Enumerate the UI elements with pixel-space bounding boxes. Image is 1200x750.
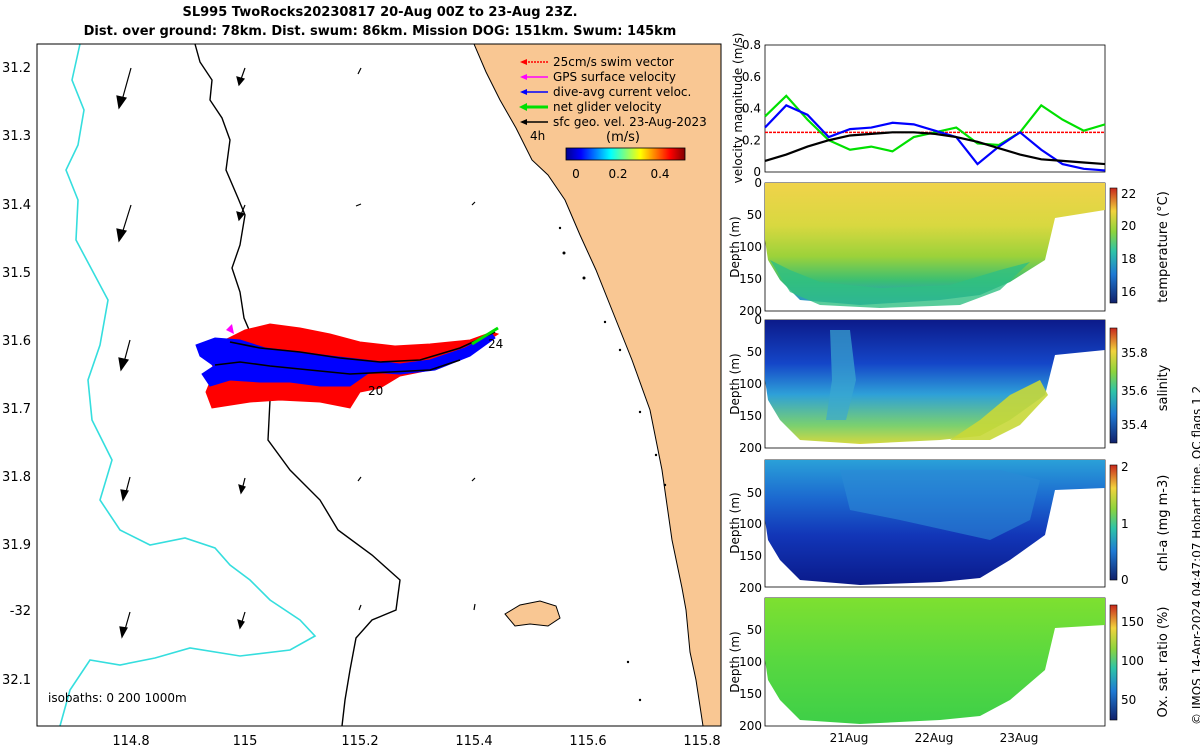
svg-text:25cm/s swim vector: 25cm/s swim vector	[553, 55, 674, 69]
chlorophyll-panel: 50 100 150 200 Depth (m) 0 1 2 chl-a (mg…	[728, 459, 1171, 595]
svg-text:114.8: 114.8	[112, 734, 149, 749]
svg-text:50: 50	[1121, 693, 1136, 707]
temperature-section	[765, 183, 1105, 305]
svg-text:31.2: 31.2	[2, 61, 31, 76]
svg-text:31.3: 31.3	[2, 129, 31, 144]
legend-geo-velocity: sfc geo. vel. 23-Aug-2023	[520, 115, 707, 129]
oxygen-cbar-ticks: 50 100 150	[1121, 615, 1144, 707]
chlorophyll-section	[765, 460, 1105, 585]
svg-text:21Aug: 21Aug	[830, 731, 869, 745]
chlorophyll-cbar-ticks: 0 1 2	[1121, 460, 1129, 587]
legend-current-velocity: dive-avg current veloc.	[520, 85, 691, 99]
latitude-ticks: 31.2 31.3 31.4 31.5 31.6 31.7 31.8 31.9 …	[2, 61, 31, 688]
time-axis-ticks: 21Aug 22Aug 23Aug	[830, 731, 1039, 745]
svg-text:115: 115	[233, 734, 258, 749]
legend-gps-velocity: GPS surface velocity	[520, 70, 676, 84]
salinity-panel: 0 50 100 150 200 Depth (m) 35.4 35.6 35.…	[728, 313, 1171, 455]
svg-text:0.2: 0.2	[608, 167, 627, 181]
day-label-20: 20	[368, 384, 383, 398]
svg-text:35.8: 35.8	[1121, 346, 1148, 360]
velocity-series-line	[764, 131, 1106, 166]
land-mass	[473, 44, 721, 726]
interval-label: 4h	[530, 129, 545, 143]
velocity-series-line	[764, 104, 1106, 172]
velocity-panel: 00.20.40.60.8 velocity magnitude (m/s)	[731, 33, 1106, 183]
svg-text:31.6: 31.6	[2, 334, 31, 349]
svg-text:chl-a (mg m-3): chl-a (mg m-3)	[1156, 475, 1171, 572]
svg-text:dive-avg current veloc.: dive-avg current veloc.	[553, 85, 691, 99]
figure-title-line2: Dist. over ground: 78km. Dist. swum: 86k…	[83, 24, 677, 39]
svg-text:2: 2	[1121, 460, 1129, 474]
svg-text:31.4: 31.4	[2, 198, 31, 213]
map-frame	[36, 43, 722, 727]
svg-text:Ox. sat. ratio (%): Ox. sat. ratio (%)	[1156, 607, 1171, 718]
provenance-note: © IMOS 14-Apr-2024 04:47:07 Hobart time.…	[1190, 386, 1200, 725]
svg-text:0: 0	[572, 167, 580, 181]
svg-text:22Aug: 22Aug	[915, 731, 954, 745]
legend-net-velocity: net glider velocity	[519, 100, 661, 114]
svg-text:0.4: 0.4	[650, 167, 669, 181]
legend-swim-vector: 25cm/s swim vector	[520, 55, 674, 69]
svg-text:GPS surface velocity: GPS surface velocity	[553, 70, 676, 84]
speed-colorbar: 0 0.2 0.4	[565, 147, 686, 181]
svg-text:31.5: 31.5	[2, 266, 31, 281]
svg-text:115.6: 115.6	[569, 734, 606, 749]
svg-text:115.4: 115.4	[455, 734, 492, 749]
salinity-cbar-ticks: 35.4 35.6 35.8	[1121, 346, 1148, 432]
svg-text:16: 16	[1121, 285, 1136, 299]
figure-title-line1: SL995 TwoRocks20230817 20-Aug 00Z to 23-…	[182, 5, 578, 20]
salinity-section	[765, 320, 1105, 444]
svg-text:32.1: 32.1	[2, 673, 31, 688]
svg-text:115.8: 115.8	[683, 734, 720, 749]
svg-text:salinity: salinity	[1156, 364, 1171, 411]
map-legend: 25cm/s swim vector GPS surface velocity …	[519, 55, 707, 145]
glider-path	[229, 331, 496, 363]
svg-text:net glider velocity: net glider velocity	[553, 100, 661, 114]
svg-text:115.2: 115.2	[341, 734, 378, 749]
temperature-cbar-ticks: 16 18 20 22	[1121, 187, 1136, 299]
svg-text:23Aug: 23Aug	[1000, 731, 1039, 745]
svg-text:sfc geo. vel. 23-Aug-2023: sfc geo. vel. 23-Aug-2023	[553, 115, 707, 129]
island	[504, 600, 561, 627]
longitude-ticks: 114.8 115 115.2 115.4 115.6 115.8	[112, 734, 720, 749]
svg-text:18: 18	[1121, 252, 1136, 266]
svg-text:0: 0	[1121, 573, 1129, 587]
glider-track-map: 24 20 31.2 31.3 31.4 31.5 31.6 31.7 31.8…	[2, 43, 722, 749]
isobath-1000m	[59, 44, 317, 726]
svg-text:35.6: 35.6	[1121, 384, 1148, 398]
oxygen-section	[765, 598, 1105, 724]
colorbar-unit: (m/s)	[606, 130, 640, 145]
svg-text:31.9: 31.9	[2, 538, 31, 553]
svg-text:-32: -32	[10, 604, 31, 619]
geostrophic-velocity-arrows	[116, 67, 476, 639]
day-label-24: 24	[488, 337, 503, 351]
temperature-panel: 0 50 100 150 200 Depth (m) 16 18 20 22 t…	[728, 176, 1171, 318]
svg-text:31.8: 31.8	[2, 470, 31, 485]
net-glider-velocity-arrow	[471, 326, 499, 346]
svg-text:100: 100	[1121, 654, 1144, 668]
svg-text:22: 22	[1121, 187, 1136, 201]
svg-text:35.4: 35.4	[1121, 418, 1148, 432]
isobath-label: isobaths: 0 200 1000m	[48, 691, 187, 705]
velocity-series-line	[764, 94, 1106, 153]
svg-text:temperature (°C): temperature (°C)	[1156, 191, 1171, 303]
gps-marker	[226, 324, 234, 334]
oxygen-panel: 50 100 150 200 Depth (m) 50 100 150 Ox. …	[728, 597, 1171, 745]
glider-path-return	[214, 359, 461, 375]
coastal-islets	[558, 226, 667, 702]
svg-text:150: 150	[1121, 615, 1144, 629]
svg-text:31.7: 31.7	[2, 402, 31, 417]
svg-text:1: 1	[1121, 517, 1129, 531]
svg-text:20: 20	[1121, 219, 1136, 233]
